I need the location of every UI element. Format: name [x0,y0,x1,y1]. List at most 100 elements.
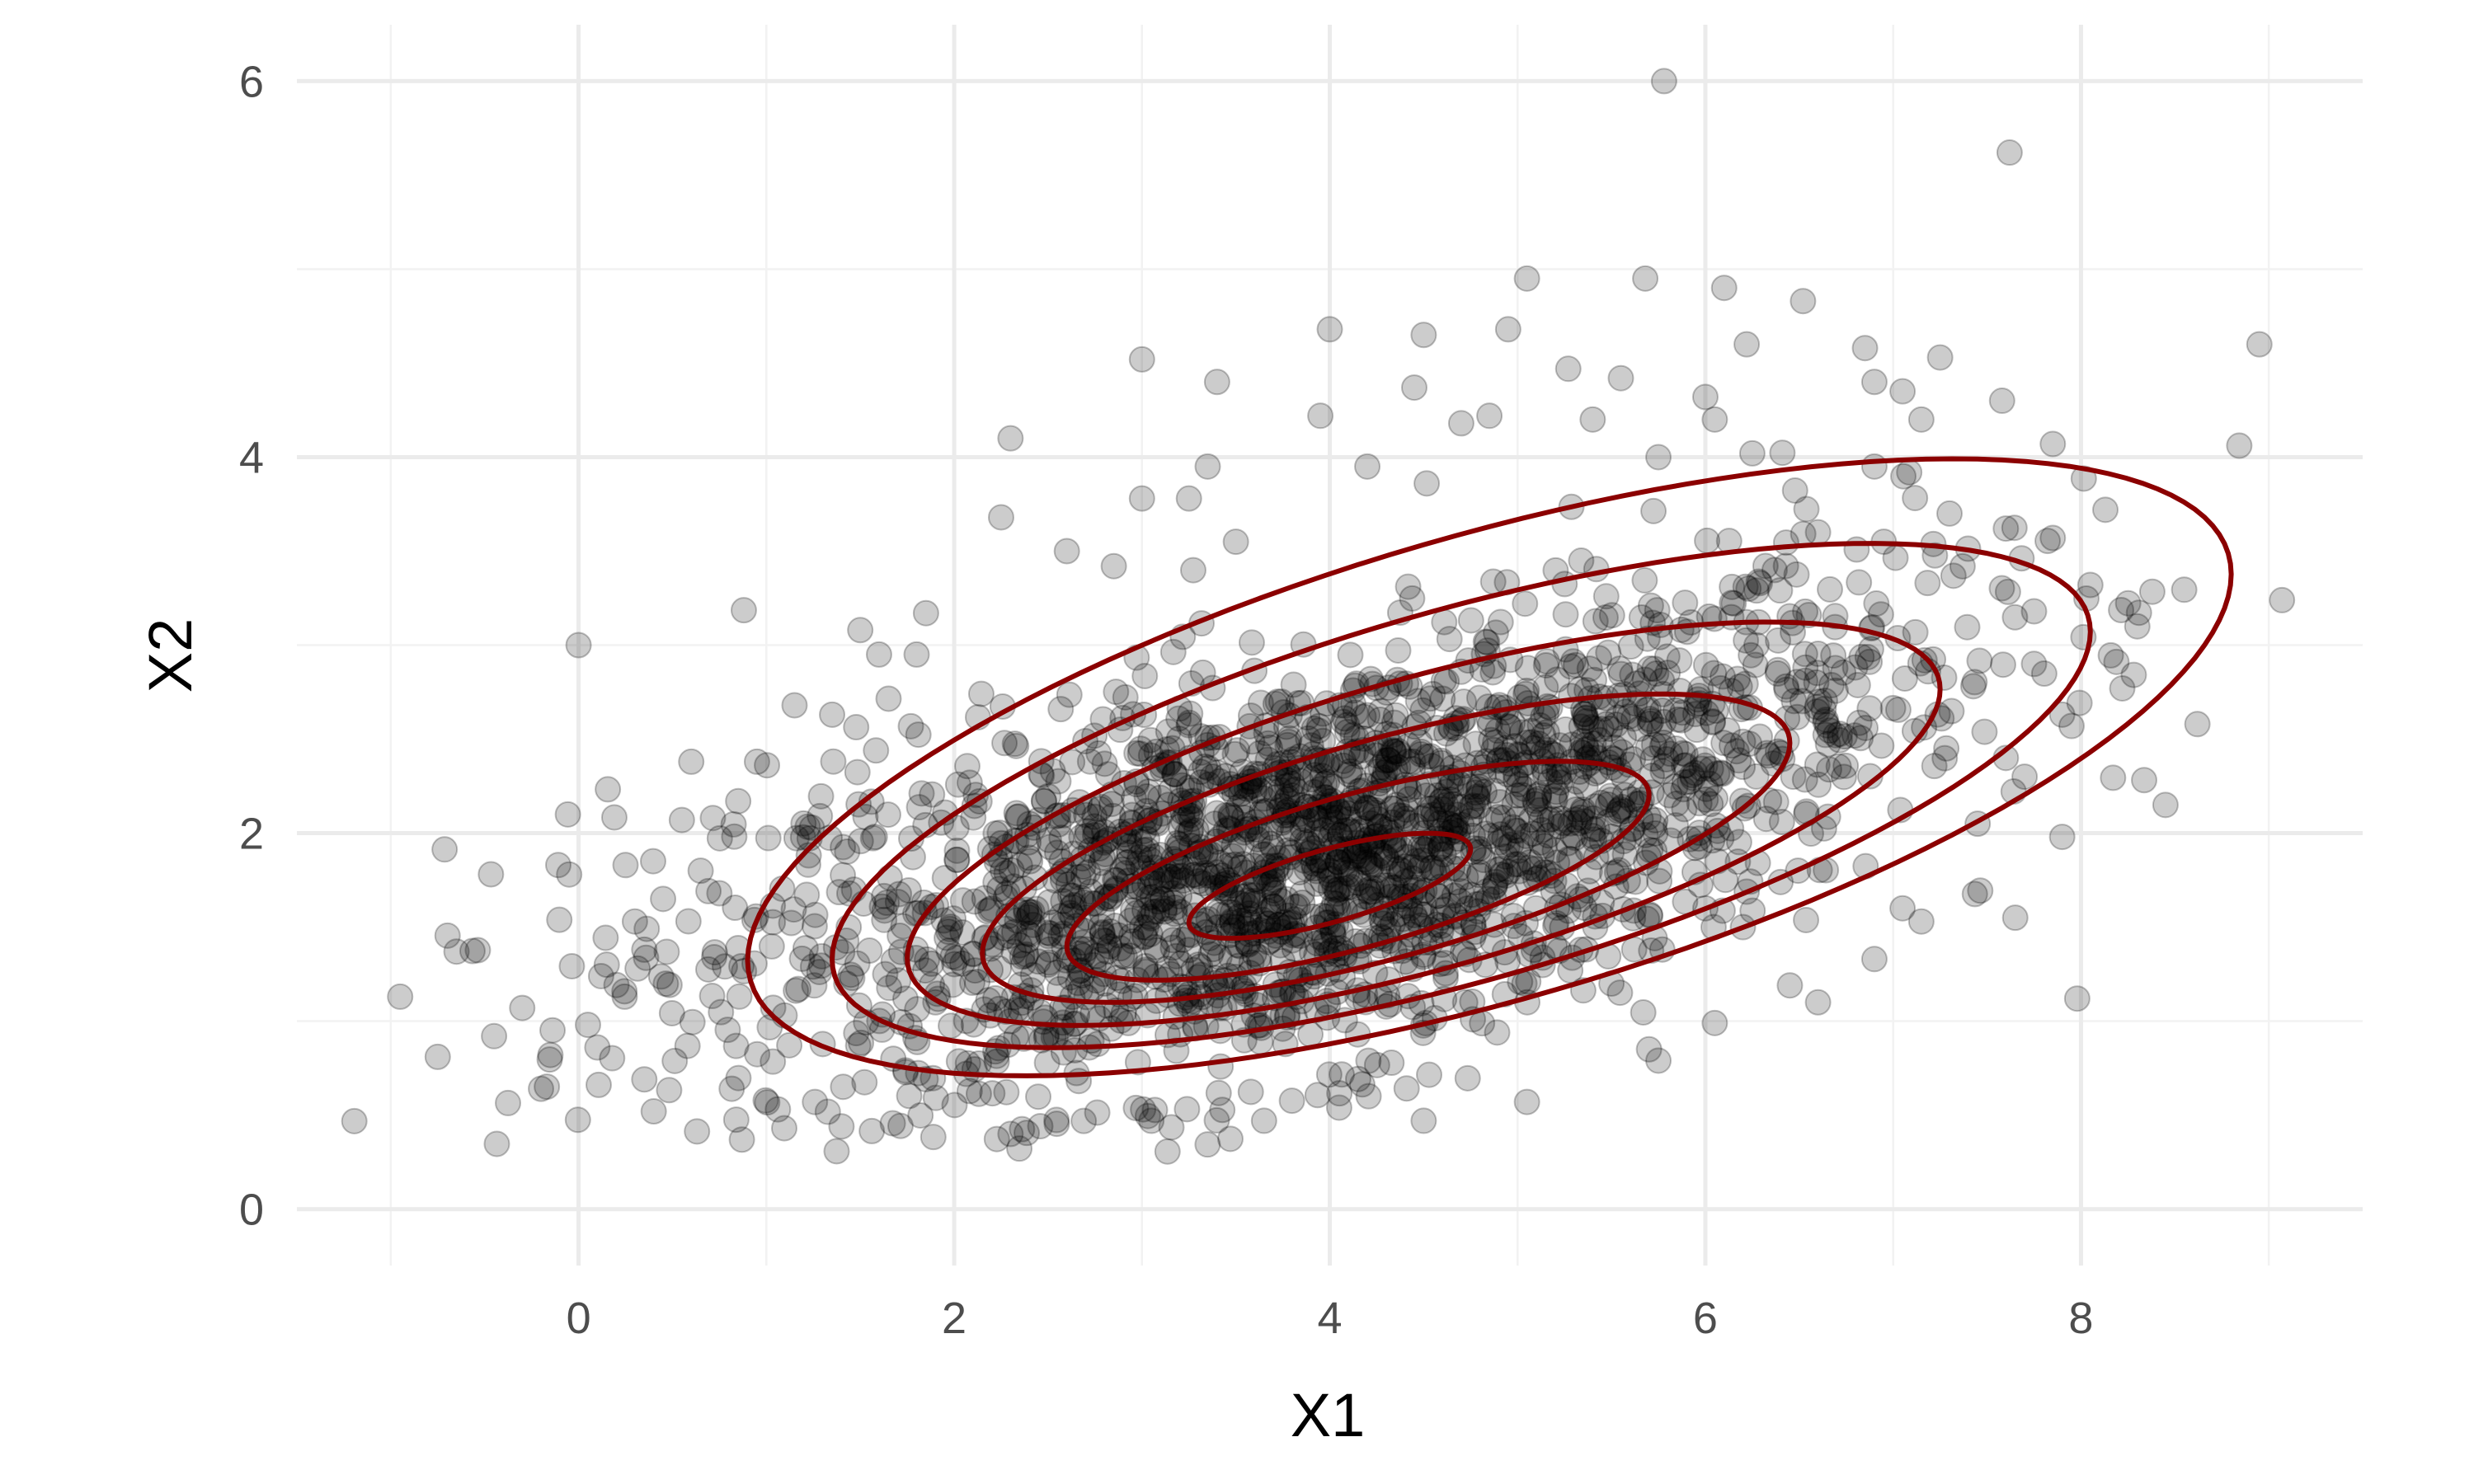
data-point [1733,331,1761,358]
data-point [807,782,835,810]
data-point [1418,743,1445,770]
data-point [701,944,728,971]
data-point [1203,800,1230,827]
data-point [1380,738,1408,765]
data-point [843,714,870,741]
data-point [698,983,726,1010]
data-point [2100,764,2127,791]
data-point [2246,331,2273,358]
data-point [1247,689,1274,716]
data-point [863,737,890,764]
data-point [830,862,857,889]
data-point [1134,836,1161,863]
data-point [1641,655,1668,683]
data-point [1592,604,1619,632]
data-point [1554,355,1582,383]
data-point [621,908,648,935]
data-point [884,888,911,915]
data-point [1804,640,1832,667]
data-point [1558,653,1585,680]
data-point [1776,972,1804,999]
data-point [1030,787,1057,815]
data-point [1132,914,1159,942]
data-point [1178,816,1205,843]
data-point [1586,726,1613,754]
data-point [1504,817,1531,844]
data-point [1670,776,1697,803]
data-point [1126,740,1154,768]
data-point [872,960,899,988]
data-point [1635,696,1663,723]
data-point [1379,853,1406,881]
data-point [1992,515,2020,542]
data-point [1701,1009,1729,1036]
data-point [1566,676,1593,703]
data-point [1374,756,1401,783]
data-point [1045,768,1072,795]
data-point [943,944,971,971]
data-point [2114,589,2142,617]
data-point [781,692,808,719]
data-point [1216,801,1244,829]
data-point [2058,712,2086,740]
data-point [1321,809,1348,836]
data-point [1642,806,1669,834]
data-point [658,999,685,1026]
data-point [1094,992,1121,1019]
data-point [1672,752,1700,779]
data-point [949,918,976,946]
data-point [1931,744,1959,772]
data-point [1868,732,1895,759]
data-point [949,950,976,977]
data-point [656,1077,683,1104]
data-point [595,776,622,803]
data-point [1310,816,1337,843]
data-point [1781,477,1808,504]
data-point [1465,684,1493,711]
data-point [1646,716,1673,744]
data-point [633,944,660,971]
data-point [993,859,1020,886]
data-point [1363,1051,1390,1078]
data-point [1793,495,1820,523]
data-point [1169,806,1197,834]
data-point [939,971,967,998]
data-point [1364,857,1391,884]
data-point [678,748,705,775]
data-point [1333,860,1361,887]
data-point [1498,831,1525,858]
data-point [1841,654,1869,681]
data-point [1528,816,1555,843]
data-point [1851,335,1879,362]
data-point [871,906,898,933]
data-point [1183,817,1210,844]
data-point [1451,688,1478,716]
data-point [1236,909,1263,936]
data-point [1349,799,1376,826]
data-point [706,824,733,852]
data-point [903,641,930,668]
data-point [1031,787,1058,815]
data-point [1089,920,1116,947]
data-point [1081,803,1108,830]
data-point [1557,810,1584,837]
data-point [1351,846,1378,873]
data-point [2184,711,2211,738]
data-point [1572,774,1599,801]
data-point [1207,1053,1235,1080]
data-point [1597,782,1624,810]
data-point [770,1115,797,1142]
data-point [481,1022,508,1050]
data-point [1457,607,1484,634]
data-point [1581,715,1608,742]
data-point [1650,708,1677,735]
data-point [1710,275,1738,302]
data-point [802,901,829,928]
data-point [1581,826,1608,853]
data-point [1663,697,1690,724]
data-point [1526,711,1554,739]
data-point [1126,843,1154,871]
data-point [1416,1061,1443,1088]
data-point [1399,853,1426,881]
